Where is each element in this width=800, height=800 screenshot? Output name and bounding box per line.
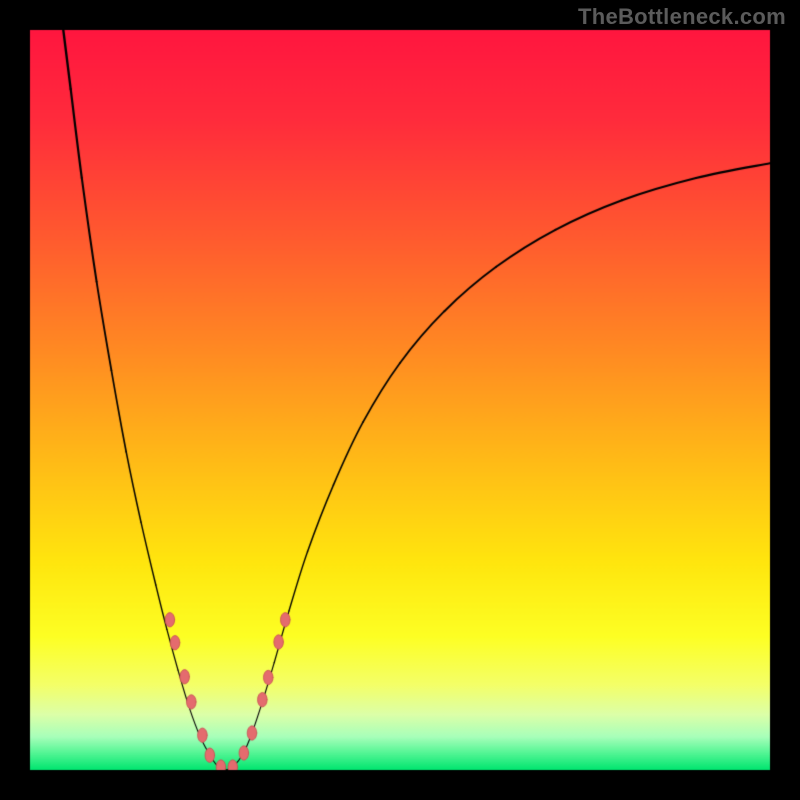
bottleneck-chart-canvas xyxy=(0,0,800,800)
stage: TheBottleneck.com xyxy=(0,0,800,800)
